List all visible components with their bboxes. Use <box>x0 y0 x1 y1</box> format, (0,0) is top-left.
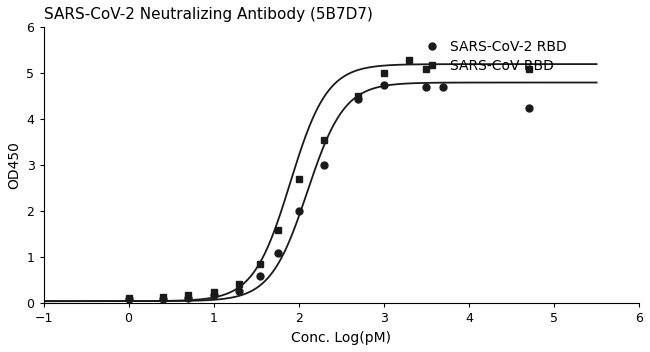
SARS-CoV-2 RBD <box>320 163 328 168</box>
SARS-CoV-2 RBD <box>295 209 303 214</box>
X-axis label: Conc. Log(pM): Conc. Log(pM) <box>291 331 391 345</box>
SARS-CoV RBD <box>422 67 430 71</box>
SARS-CoV-2 RBD <box>274 251 281 255</box>
SARS-CoV-2 RBD <box>235 289 243 293</box>
Y-axis label: OD450: OD450 <box>7 142 21 189</box>
SARS-CoV RBD <box>159 295 166 300</box>
SARS-CoV-2 RBD <box>525 106 532 110</box>
SARS-CoV-2 RBD <box>257 274 265 278</box>
SARS-CoV RBD <box>235 282 243 286</box>
SARS-CoV-2 RBD <box>159 297 166 301</box>
Line: SARS-CoV RBD: SARS-CoV RBD <box>125 56 532 301</box>
SARS-CoV RBD <box>210 290 218 294</box>
SARS-CoV-2 RBD <box>354 96 362 101</box>
Text: SARS-CoV-2 Neutralizing Antibody (5B7D7): SARS-CoV-2 Neutralizing Antibody (5B7D7) <box>44 7 372 22</box>
SARS-CoV RBD <box>257 262 265 266</box>
SARS-CoV-2 RBD <box>422 85 430 89</box>
SARS-CoV-2 RBD <box>380 83 388 87</box>
SARS-CoV RBD <box>525 67 532 71</box>
SARS-CoV-2 RBD <box>125 297 133 301</box>
SARS-CoV RBD <box>125 296 133 300</box>
SARS-CoV-2 RBD <box>439 85 447 89</box>
SARS-CoV RBD <box>295 177 303 181</box>
SARS-CoV-2 RBD <box>184 296 192 300</box>
Line: SARS-CoV-2 RBD: SARS-CoV-2 RBD <box>125 81 532 302</box>
SARS-CoV-2 RBD <box>210 293 218 297</box>
SARS-CoV RBD <box>380 71 388 75</box>
SARS-CoV RBD <box>406 57 413 62</box>
Legend: SARS-CoV-2 RBD, SARS-CoV RBD: SARS-CoV-2 RBD, SARS-CoV RBD <box>420 40 567 73</box>
SARS-CoV RBD <box>320 138 328 142</box>
SARS-CoV RBD <box>184 293 192 297</box>
SARS-CoV RBD <box>354 94 362 99</box>
SARS-CoV RBD <box>274 228 281 232</box>
